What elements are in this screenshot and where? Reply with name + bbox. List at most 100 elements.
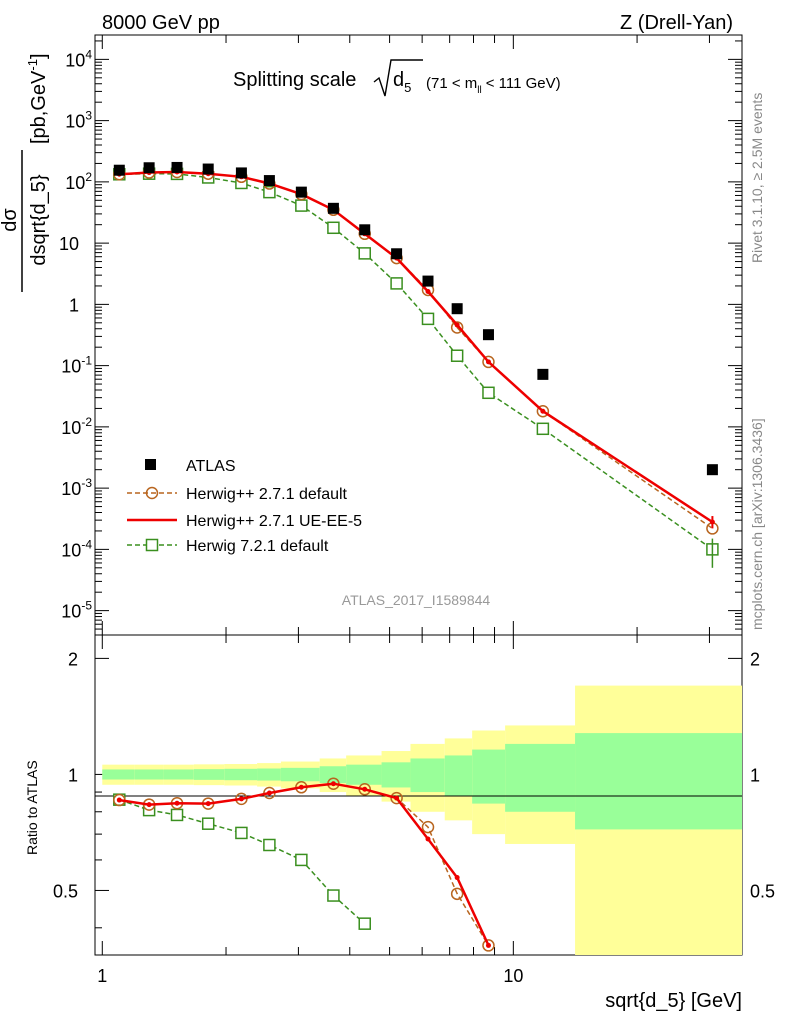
legend-marker-atlas	[145, 459, 156, 470]
main-title: Splitting scale d5 (71 < mll < 111 GeV)	[233, 59, 561, 97]
tick-exp: -5	[81, 599, 92, 613]
ratio-herwig-ueee5-point	[425, 836, 431, 842]
herwig7-point	[421, 312, 435, 326]
legend-label-herwig-default: Herwig++ 2.7.1 default	[186, 486, 348, 503]
main-y-tick-label: 104	[65, 47, 92, 70]
ratio-herwig-ueee5-point	[174, 800, 180, 806]
herwig7-point	[263, 185, 276, 199]
ratio-y-tick-label-right: 1	[750, 765, 760, 785]
atlas-point	[113, 164, 125, 176]
ratio-y-tick-label: 0.5	[53, 881, 78, 901]
herwig7-point	[327, 221, 340, 235]
ratio-herwig-ueee5-point	[362, 786, 368, 792]
title-sqrt-sign	[373, 59, 423, 97]
atlas-point	[202, 163, 214, 175]
x-tick-label: 1	[97, 966, 107, 986]
stat-uncertainty-band	[134, 769, 164, 780]
ratio-y-tick-label: 2	[68, 649, 78, 669]
stat-uncertainty-band	[346, 764, 382, 785]
ratio-herwig7-point	[263, 838, 276, 852]
main-y-tick-label: 10	[59, 234, 79, 254]
herwig7-point	[295, 199, 308, 212]
atlas-point	[235, 167, 247, 179]
stat-uncertainty-band	[381, 762, 411, 788]
main-y-tick-label: 103	[65, 109, 92, 132]
ratio-herwig-default-point	[421, 820, 435, 834]
title-d-sub: 5	[404, 80, 411, 95]
title-d: d	[393, 69, 404, 91]
ratio-axis-ticks: 1 10 0.5 0.5 1 1 2 2	[53, 635, 775, 986]
legend-label-herwig7: Herwig 7.2.1 default	[186, 538, 329, 555]
herwig7-point	[482, 386, 495, 400]
main-y-tick-label: 10-4	[61, 537, 92, 560]
stat-uncertainty-band	[224, 768, 258, 781]
atlas-point	[482, 329, 494, 341]
tick-base: 10	[61, 479, 81, 499]
herwig7-point	[358, 247, 371, 260]
title-cut-start: (71 < m	[426, 75, 477, 92]
ratio-herwig-ueee5-point	[116, 797, 122, 803]
atlas-point	[359, 224, 371, 236]
herwig-default-point	[450, 321, 464, 334]
ratio-herwig7-point	[170, 808, 184, 822]
main-y-tick-label: 1	[69, 295, 79, 315]
atlas-point	[295, 186, 307, 198]
tick-base: 10	[61, 357, 81, 377]
title-cut-sub: ll	[477, 85, 481, 96]
stat-uncertainty-band	[444, 755, 473, 796]
ratio-ylabel: Ratio to ATLAS	[24, 760, 40, 855]
atlas-point	[537, 368, 549, 380]
main-y-tick-label: 10-1	[61, 354, 92, 377]
legend-marker-herwig-default	[145, 486, 159, 500]
atlas-point	[451, 303, 463, 315]
atlas-point	[143, 162, 155, 174]
tick-exp: -3	[81, 476, 92, 490]
tick-exp: -2	[81, 415, 92, 429]
ratio-herwig-ueee5-point	[238, 796, 244, 802]
stat-uncertainty-band	[472, 749, 506, 804]
ratio-herwig7-point	[327, 889, 340, 902]
atlas-point	[327, 202, 339, 214]
stat-uncertainty-band	[280, 767, 320, 782]
herwig7-point	[536, 422, 550, 436]
tick-base: 10	[65, 112, 85, 132]
herwig-ueee5-point	[485, 359, 491, 365]
atlas-point	[391, 248, 403, 260]
stat-uncertainty-band	[163, 769, 194, 780]
stat-uncertainty-band	[575, 733, 742, 830]
ratio-herwig-default-point	[482, 939, 495, 952]
legend: ATLAS Herwig++ 2.7.1 default Herwig++ 2.…	[127, 458, 362, 555]
ratio-uncertainty-bands	[102, 685, 742, 955]
tick-base: 10	[61, 602, 81, 622]
stat-uncertainty-band	[193, 769, 225, 780]
title-cut-end: < 111 GeV)	[486, 75, 561, 92]
rivet-label: Rivet 3.1.10, ≥ 2.5M events	[749, 93, 765, 263]
ratio-herwig-ueee5-point	[205, 801, 211, 807]
ratio-herwig-ueee5-point	[394, 795, 400, 801]
ratio-herwig-default-point	[390, 791, 403, 805]
ylabel-units-text: [pb,GeV	[28, 70, 50, 144]
tick-base: 10	[65, 50, 85, 70]
ratio-herwig-ueee5-point	[330, 781, 336, 787]
ylabel-units-exp: -1	[25, 59, 40, 71]
main-y-tick-label: 10-5	[61, 599, 92, 622]
tick-base: 10	[59, 234, 79, 254]
ratio-herwig-ueee5-point	[298, 784, 304, 790]
tick-exp: -4	[81, 537, 92, 551]
tick-base: 10	[61, 540, 81, 560]
total-uncertainty-band	[575, 685, 742, 955]
ylabel-units-close: ]	[28, 53, 50, 59]
ratio-herwig7-line	[119, 798, 366, 925]
analysis-watermark: ATLAS_2017_I1589844	[342, 592, 491, 608]
stat-uncertainty-band	[257, 768, 281, 781]
ratio-herwig-ueee5-point	[485, 942, 491, 948]
atlas-point	[171, 161, 183, 173]
legend-label-herwig-ueee5: Herwig++ 2.7.1 UE-EE-5	[186, 513, 362, 530]
ratio-herwig7-point	[201, 817, 215, 830]
ratio-y-tick-label: 1	[68, 765, 78, 785]
ratio-herwig7-point	[358, 917, 371, 930]
main-series	[113, 161, 719, 568]
herwig7-point	[390, 277, 403, 290]
